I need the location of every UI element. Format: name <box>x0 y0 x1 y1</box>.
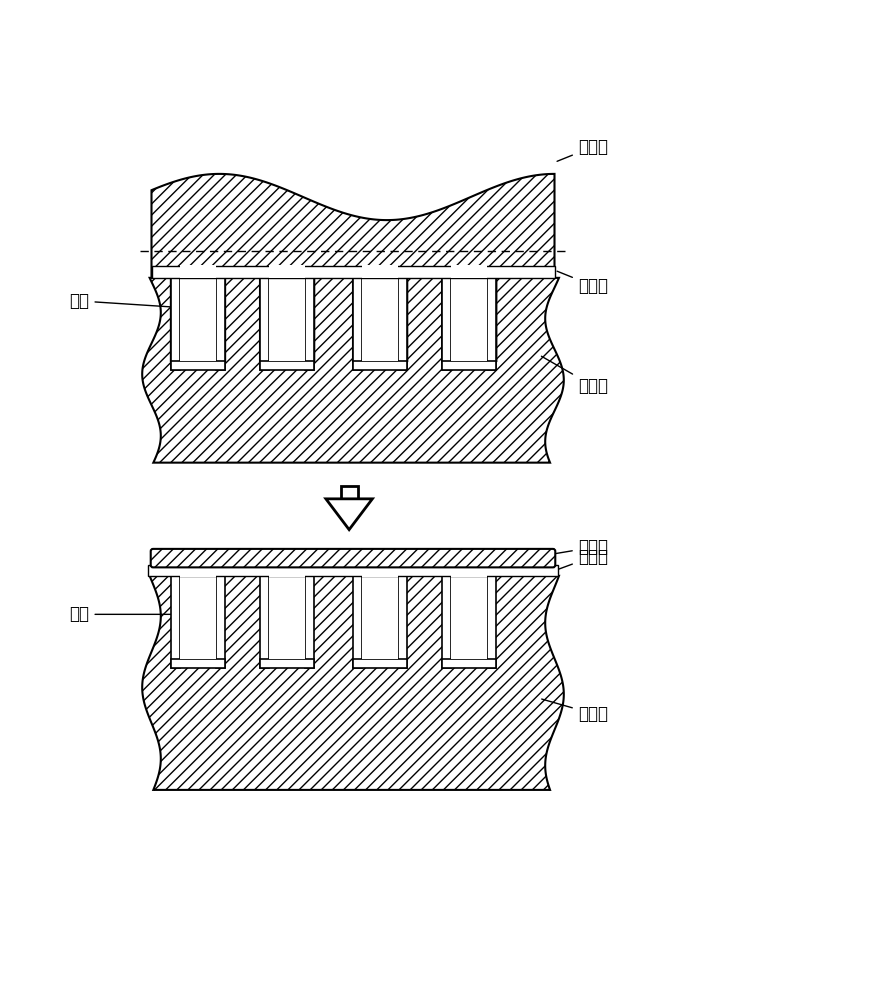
Bar <box>269 265 305 278</box>
Bar <box>260 278 269 370</box>
Bar <box>442 576 451 668</box>
Text: 氧化层: 氧化层 <box>542 699 608 723</box>
Bar <box>362 576 398 659</box>
Bar <box>260 659 314 668</box>
Bar <box>152 266 555 278</box>
Text: 阻挡层: 阻挡层 <box>550 548 608 573</box>
Bar <box>180 564 216 577</box>
Bar <box>451 564 487 577</box>
FancyBboxPatch shape <box>151 549 556 567</box>
Bar <box>269 576 305 659</box>
Text: 阻挡层: 阻挡层 <box>557 271 608 295</box>
Bar <box>341 486 358 499</box>
Bar <box>487 576 496 668</box>
Text: 金属铜: 金属铜 <box>550 538 608 556</box>
Bar <box>269 564 305 577</box>
Bar <box>171 361 225 370</box>
Bar <box>171 659 225 668</box>
Bar <box>353 659 408 668</box>
Bar <box>451 265 487 278</box>
Polygon shape <box>142 278 564 463</box>
Polygon shape <box>142 576 564 790</box>
Bar <box>260 576 269 668</box>
Polygon shape <box>326 499 373 530</box>
Text: 沟槽: 沟槽 <box>70 292 195 310</box>
Bar <box>451 576 487 659</box>
Bar <box>180 265 216 278</box>
Bar <box>442 576 496 668</box>
Bar <box>216 576 225 668</box>
Bar <box>260 278 314 370</box>
Bar <box>398 278 408 370</box>
Bar <box>180 278 216 361</box>
Bar <box>442 278 496 370</box>
Polygon shape <box>152 174 555 361</box>
Bar <box>260 361 314 370</box>
Bar <box>362 564 398 577</box>
Bar <box>442 278 451 370</box>
Text: 金属铜: 金属铜 <box>557 138 608 161</box>
Bar <box>398 576 408 668</box>
Bar <box>353 361 408 370</box>
Bar <box>442 659 496 668</box>
Bar <box>269 278 305 361</box>
Bar <box>353 576 408 668</box>
Bar <box>180 576 216 659</box>
Bar <box>442 361 496 370</box>
Bar <box>305 278 314 370</box>
Bar <box>451 278 487 361</box>
Text: 沟槽: 沟槽 <box>70 605 195 623</box>
Bar <box>216 278 225 370</box>
Bar <box>305 576 314 668</box>
Bar <box>171 278 225 370</box>
Bar <box>171 278 180 370</box>
Bar <box>353 278 362 370</box>
Bar <box>260 576 314 668</box>
Bar <box>362 265 398 278</box>
Bar <box>487 278 496 370</box>
Bar <box>147 565 558 576</box>
Bar <box>171 576 225 668</box>
Bar <box>171 576 180 668</box>
Bar <box>353 278 408 370</box>
Text: 氧化层: 氧化层 <box>542 356 608 395</box>
Bar <box>362 278 398 361</box>
Bar <box>353 576 362 668</box>
